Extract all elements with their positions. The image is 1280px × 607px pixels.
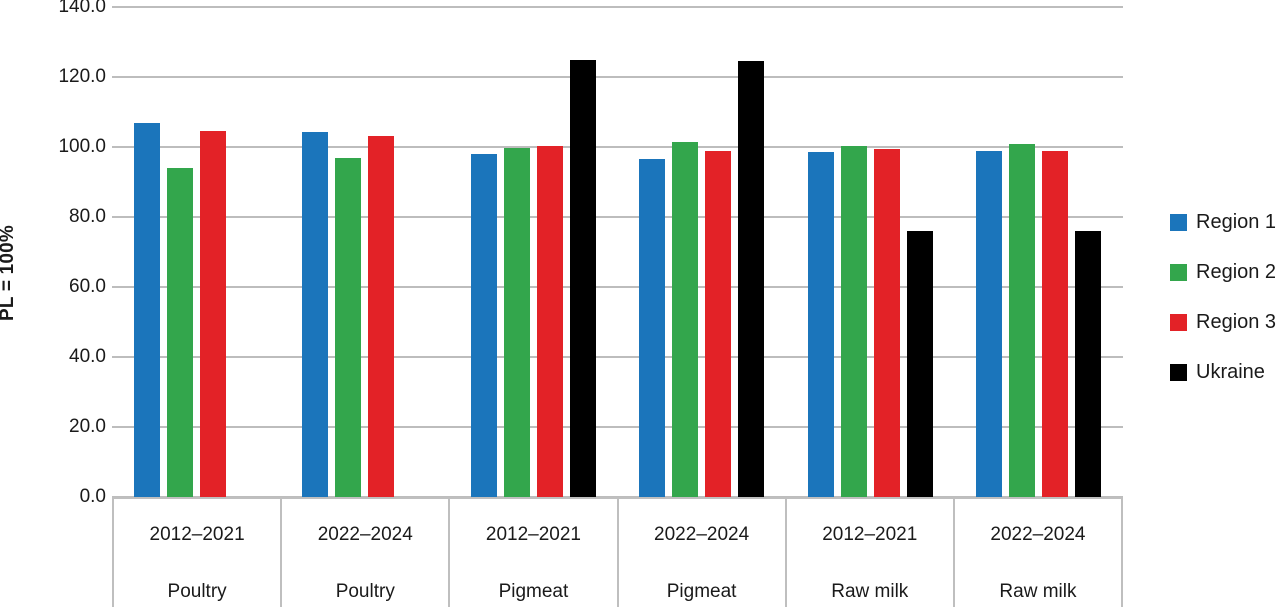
bar-region-3 <box>705 150 732 497</box>
y-tick-label: 20.0 <box>69 416 106 437</box>
bar-region-3 <box>199 131 226 497</box>
legend: Region 1 Region 2 Region 3 Ukraine <box>1170 206 1276 389</box>
bar-group-pigmeat-3 <box>618 7 787 497</box>
bar-group-raw-milk-4 <box>786 7 955 497</box>
y-tick-label: 60.0 <box>69 276 106 297</box>
bar-region-1 <box>976 150 1003 497</box>
legend-label: Region 3 <box>1196 311 1277 333</box>
legend-swatch-icon <box>1170 364 1187 381</box>
y-tick-label: 100.0 <box>58 136 106 157</box>
legend-label: Region 1 <box>1196 211 1277 233</box>
category-product-label: Poultry <box>335 581 395 602</box>
category-period-label: 2022–2024 <box>654 524 750 545</box>
bar-region-2 <box>1009 143 1036 497</box>
category-product-label: Pigmeat <box>666 581 737 602</box>
y-tick-label: 140.0 <box>58 0 106 17</box>
legend-swatch-icon <box>1170 314 1187 331</box>
y-tick-label: 0.0 <box>79 486 106 507</box>
bar-groups <box>112 7 1123 497</box>
category-period-label: 2022–2024 <box>990 524 1086 545</box>
gridline-60.0 <box>112 286 1123 288</box>
legend-item-region-1: Region 1 <box>1170 206 1276 239</box>
category-product-label: Pigmeat <box>498 581 569 602</box>
legend-item-region-2: Region 2 <box>1170 256 1276 289</box>
legend-label: Region 2 <box>1196 261 1277 283</box>
bar-ukraine <box>738 61 765 497</box>
gridline-140.0 <box>112 6 1123 8</box>
bar-ukraine <box>1075 231 1102 497</box>
legend-swatch-icon <box>1170 264 1187 281</box>
gridline-20.0 <box>112 426 1123 428</box>
bar-group-raw-milk-5 <box>955 7 1124 497</box>
category-product-label: Raw milk <box>831 581 909 602</box>
gridline-40.0 <box>112 356 1123 358</box>
bar-group-pigmeat-2 <box>449 7 618 497</box>
category-cell: 2022–2024 Pigmeat <box>619 499 787 607</box>
bar-region-1 <box>302 131 329 497</box>
bar-ukraine <box>906 231 933 497</box>
y-tick-label: 120.0 <box>58 66 106 87</box>
category-cell: 2012–2021 Pigmeat <box>450 499 619 607</box>
gridline-80.0 <box>112 216 1123 218</box>
legend-label: Ukraine <box>1196 361 1265 383</box>
category-product-label: Poultry <box>167 581 227 602</box>
bar-region-2 <box>166 168 193 497</box>
category-cell: 2012–2021 Raw milk <box>787 499 955 607</box>
bar-region-1 <box>470 154 497 497</box>
category-cell: 2022–2024 Raw milk <box>955 499 1121 607</box>
legend-item-region-3: Region 3 <box>1170 306 1276 339</box>
bar-region-3 <box>368 135 395 497</box>
y-tick-label: 40.0 <box>69 346 106 367</box>
y-axis-tick-labels: 0.0 20.0 40.0 60.0 80.0 100.0 120.0 140.0 <box>0 0 106 607</box>
bar-ukraine <box>569 59 596 497</box>
bar-region-1 <box>133 122 160 497</box>
category-period-label: 2012–2021 <box>485 524 581 545</box>
bar-region-1 <box>807 151 834 497</box>
bar-region-2 <box>503 147 530 497</box>
gridline-100.0 <box>112 146 1123 148</box>
gridline-120.0 <box>112 76 1123 78</box>
legend-item-ukraine: Ukraine <box>1170 356 1276 389</box>
category-period-label: 2012–2021 <box>822 524 918 545</box>
bar-group-poultry-1 <box>281 7 450 497</box>
bar-region-2 <box>335 158 362 497</box>
category-period-label: 2022–2024 <box>317 524 413 545</box>
category-cell: 2022–2024 Poultry <box>282 499 451 607</box>
category-product-label: Raw milk <box>999 581 1077 602</box>
x-axis-category-table: 2012–2021 Poultry 2022–2024 Poultry 2012–202… <box>112 497 1123 607</box>
bar-region-1 <box>639 158 666 497</box>
bar-region-2 <box>672 141 699 497</box>
category-period-label: 2012–2021 <box>149 524 245 545</box>
bar-group-poultry-0 <box>112 7 281 497</box>
bar-region-3 <box>1042 150 1069 497</box>
category-cell: 2012–2021 Poultry <box>114 499 283 607</box>
legend-swatch-icon <box>1170 214 1187 231</box>
plot-area <box>112 6 1123 498</box>
y-tick-label: 80.0 <box>69 206 106 227</box>
bar-region-2 <box>840 145 867 497</box>
bar-region-3 <box>873 148 900 497</box>
bar-region-3 <box>536 145 563 497</box>
